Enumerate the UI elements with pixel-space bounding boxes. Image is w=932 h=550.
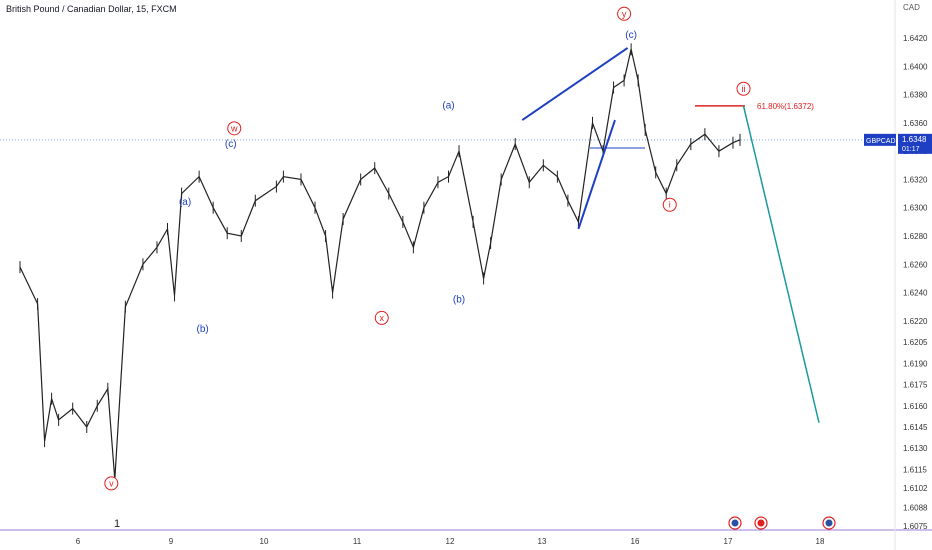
wave-circle — [374, 310, 389, 325]
wedge-line — [577, 119, 616, 230]
y-tick-label: 1.6240 — [903, 289, 928, 298]
price-series — [19, 43, 741, 486]
uk-flag-icon-fill — [825, 519, 833, 527]
x-tick-label: 12 — [446, 537, 455, 546]
y-axis: 1.64201.64001.63801.63601.63401.63201.63… — [864, 34, 932, 531]
y-tick-label: 1.6400 — [903, 62, 928, 71]
y-tick-label: 1.6190 — [903, 359, 928, 368]
wave-label-red: v — [109, 478, 114, 488]
wave-circle — [104, 476, 119, 491]
wedge-line — [521, 47, 629, 121]
wave-label-blue: (c) — [625, 30, 637, 41]
price-tag-label: 1.6348 — [902, 135, 927, 144]
bottom-marker-label: 1 — [114, 518, 120, 530]
wave-circle — [227, 121, 242, 136]
y-tick-label: 1.6380 — [903, 91, 928, 100]
y-tick-label: 1.6130 — [903, 444, 928, 453]
wave-label-blue: (a) — [442, 101, 454, 112]
wave-label-blue: (b) — [197, 324, 209, 335]
y-tick-label: 1.6075 — [903, 522, 928, 531]
canada-flag-icon — [754, 516, 768, 530]
x-axis: 6 9 10 11 12 13 16 17 18 1 — [76, 516, 836, 546]
y-tick-label: 1.6175 — [903, 381, 928, 390]
wave-label-red: y — [622, 9, 627, 19]
wave-label-red: x — [380, 313, 385, 323]
y-tick-label: 1.6145 — [903, 423, 928, 432]
wave-label-blue: (b) — [453, 295, 465, 306]
wave-label-red: ii — [742, 84, 746, 94]
y-tick-label: 1.6160 — [903, 402, 928, 411]
countdown-label: 01:17 — [902, 146, 920, 153]
wave-circle — [662, 197, 677, 212]
y-tick-label: 1.6360 — [903, 119, 928, 128]
uk-flag-icon — [822, 516, 836, 530]
projection-line — [742, 105, 820, 423]
x-tick-label: 13 — [538, 537, 547, 546]
y-tick-label: 1.6320 — [903, 175, 928, 184]
x-tick-label: 17 — [724, 537, 733, 546]
price-line — [19, 49, 741, 480]
x-tick-label: 11 — [353, 537, 362, 546]
y-tick-label: 1.6220 — [903, 317, 928, 326]
chart-title: British Pound / Canadian Dollar, 15, FXC… — [6, 4, 177, 14]
x-tick-label: 16 — [631, 537, 640, 546]
wave-label-red: w — [230, 123, 238, 133]
price-tag — [898, 133, 932, 154]
symbol-label: GBPCAD — [866, 138, 896, 145]
y-tick-label: 1.6115 — [903, 465, 927, 474]
wave-circle — [736, 81, 751, 96]
symbol-tag — [864, 133, 896, 146]
wave-label-blue: (a) — [179, 197, 191, 208]
wave-circle — [617, 6, 632, 21]
x-tick-label: 10 — [260, 537, 269, 546]
y-tick-label: 1.6300 — [903, 204, 928, 213]
canada-flag-icon-fill — [757, 519, 765, 527]
x-tick-label: 18 — [816, 537, 825, 546]
uk-flag-icon — [728, 516, 742, 530]
y-tick-label: 1.6280 — [903, 232, 928, 241]
y-tick-label: 1.6205 — [903, 338, 928, 347]
wave-label-red: i — [669, 200, 671, 210]
y-tick-label: 1.6260 — [903, 260, 928, 269]
wave-label-blue: (c) — [225, 139, 237, 150]
y-tick-label: 1.6420 — [903, 34, 928, 43]
price-unit: CAD — [903, 3, 920, 12]
x-tick-label: 6 — [76, 537, 81, 546]
uk-flag-icon-fill — [731, 519, 739, 527]
y-tick-label: 1.6102 — [903, 484, 928, 493]
y-tick-label: 1.6088 — [903, 504, 928, 513]
fib-label: 61.80%(1.6372) — [757, 102, 814, 111]
x-tick-label: 9 — [169, 537, 174, 546]
